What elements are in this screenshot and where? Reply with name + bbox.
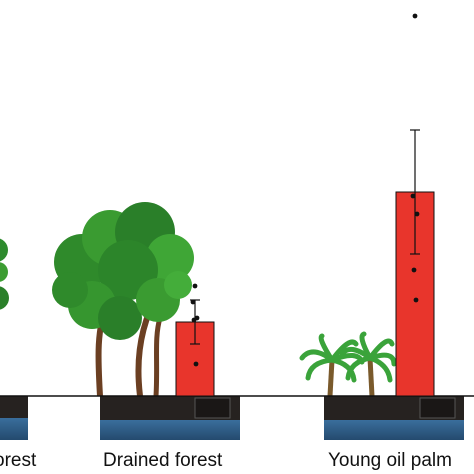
soil-block-icon (0, 396, 28, 440)
error-bar-young-oil-palm (410, 129, 420, 255)
error-bars-group (190, 129, 420, 345)
category-label-young-oil-palm: Young oil palm (328, 450, 452, 471)
soil-block-icon (324, 396, 464, 440)
data-point-young-oil-palm (413, 297, 419, 303)
data-point-drained-forest (193, 361, 199, 367)
data-point-young-oil-palm (410, 193, 416, 199)
points-group (190, 13, 420, 367)
data-point-young-oil-palm (411, 267, 417, 273)
category-label-primary-forest: orest (0, 450, 37, 471)
broadleaf-tree-icon (0, 238, 9, 310)
oil-palm-icon (339, 331, 397, 397)
data-point-young-oil-palm (414, 211, 420, 217)
broadleaf-tree-icon (52, 202, 194, 397)
data-point-young-oil-palm (412, 13, 418, 19)
oil-palm-icon (299, 333, 365, 397)
data-point-drained-forest (191, 317, 197, 323)
category-label-drained-forest: Drained forest (103, 450, 223, 471)
data-point-drained-forest (192, 283, 198, 289)
illustrations (0, 202, 464, 440)
soil-block-icon (100, 396, 240, 440)
data-point-drained-forest (190, 299, 196, 305)
bar-drained-forest (175, 321, 215, 397)
